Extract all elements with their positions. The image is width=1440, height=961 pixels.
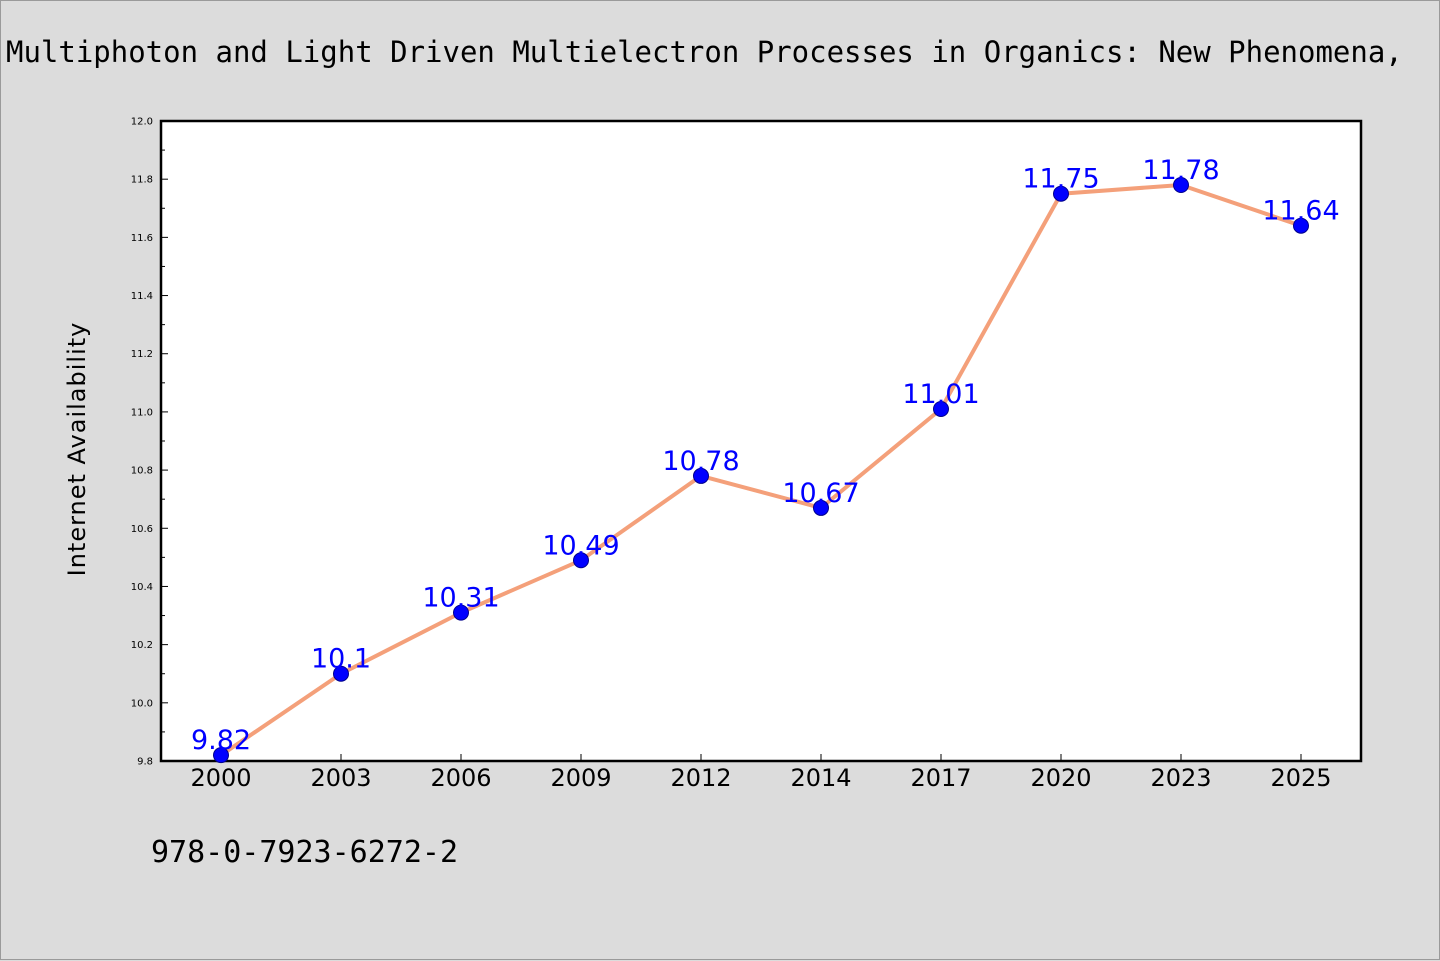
data-point <box>1173 177 1189 193</box>
x-tick-label: 2025 <box>1270 764 1331 792</box>
y-axis: 9.8 10.0 10.2 10.4 10.6 10.8 11.0 11.2 11.4 11.6 1… <box>131 117 168 768</box>
data-label: 10.1 <box>311 644 371 675</box>
data-markers <box>213 177 1309 764</box>
data-label: 11.01 <box>902 379 979 410</box>
data-point <box>933 401 949 417</box>
x-tick-label: 2009 <box>550 764 611 792</box>
x-tick-label: 2003 <box>310 764 371 792</box>
y-tick-label: 10.6 <box>131 524 153 535</box>
y-axis-label: Internet Availability <box>63 322 91 577</box>
data-label: 10.31 <box>422 583 499 614</box>
y-tick-label: 11.0 <box>131 407 153 418</box>
x-tick-label: 2006 <box>430 764 491 792</box>
x-tick-label: 2000 <box>190 764 251 792</box>
data-labels: 9.82 10.1 10.31 10.49 10.78 10.67 11.01 11.75 11… <box>191 155 1340 756</box>
y-tick-label: 11.6 <box>131 233 153 244</box>
x-axis: 2000 2003 2006 2009 2012 2014 2017 2020 2023 2025 <box>190 754 1332 792</box>
data-point <box>1053 185 1069 202</box>
y-tick-label: 11.4 <box>131 291 153 302</box>
y-tick-label: 11.2 <box>131 349 153 360</box>
chart-title: Multiphoton and Light Driven Multielectr… <box>6 35 1403 69</box>
y-tick-label: 10.8 <box>131 466 153 477</box>
y-tick-label: 11.8 <box>131 175 153 186</box>
x-tick-label: 2023 <box>1150 764 1211 792</box>
x-tick-label: 2012 <box>670 764 731 792</box>
isbn-text: 978-0-7923-6272-2 <box>151 835 459 870</box>
y-tick-label: 12.0 <box>131 117 153 128</box>
data-point <box>453 604 469 621</box>
series-line <box>219 183 1302 757</box>
data-label: 10.78 <box>662 446 739 477</box>
data-label: 11.78 <box>1142 155 1219 186</box>
data-label: 11.64 <box>1262 196 1339 227</box>
y-tick-label: 10.4 <box>131 582 153 593</box>
y-tick-label: 10.0 <box>131 698 153 709</box>
x-tick-label: 2014 <box>790 764 851 792</box>
data-label: 11.75 <box>1022 164 1099 195</box>
y-tick-label: 10.2 <box>131 640 153 651</box>
data-point <box>333 665 349 682</box>
y-tick-label: 9.8 <box>137 757 153 768</box>
data-label: 10.49 <box>542 530 619 561</box>
data-point <box>1293 217 1309 234</box>
data-point <box>573 552 589 569</box>
data-point <box>693 467 709 484</box>
data-label: 9.82 <box>191 725 251 756</box>
x-tick-label: 2017 <box>910 764 971 792</box>
data-point <box>213 747 229 764</box>
plot-area <box>159 119 1363 763</box>
data-label: 10.67 <box>782 478 859 509</box>
x-tick-label: 2020 <box>1030 764 1091 792</box>
data-point <box>813 499 829 516</box>
